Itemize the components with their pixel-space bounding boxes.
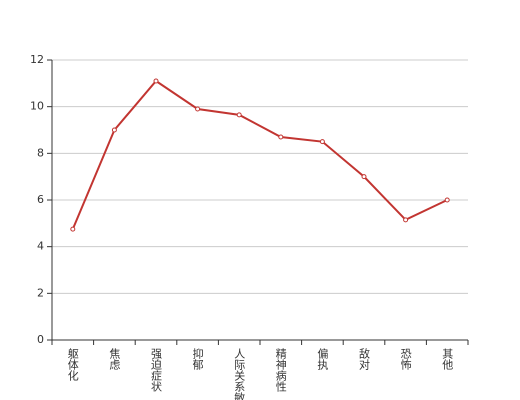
point (111, 127, 117, 133)
y-tick-label: 4 (37, 240, 44, 253)
x-tick-label: 躯体化 (66, 348, 79, 382)
x-tick-label: 其他 (441, 348, 454, 370)
x-tick-label: 偏执 (316, 347, 329, 371)
y-tick-label: 6 (37, 193, 44, 206)
y-tick-label: 8 (37, 146, 44, 159)
x-tick-label: 敌对 (358, 347, 371, 370)
point (278, 134, 284, 140)
point (319, 139, 325, 145)
point (403, 217, 409, 223)
x-tick-label: 恐怖 (399, 348, 412, 370)
y-tick-label: 10 (30, 100, 44, 113)
point (444, 197, 450, 203)
point (153, 78, 159, 84)
y-tick-label: 0 (37, 333, 44, 346)
point (361, 174, 367, 180)
x-tick-label: 焦虑 (108, 348, 121, 370)
line (71, 79, 448, 230)
x-tick-label: 精神病性 (274, 348, 287, 393)
point (70, 226, 76, 232)
point (236, 112, 242, 118)
x-tick-label: 强迫症状 (150, 348, 163, 392)
y-tick-label: 2 (37, 286, 44, 299)
point (195, 106, 201, 112)
x-tick-label: 抑郁 (191, 347, 204, 370)
x-tick-label: 人际关系敏感 (233, 348, 246, 400)
y-tick-label: 12 (30, 53, 44, 66)
